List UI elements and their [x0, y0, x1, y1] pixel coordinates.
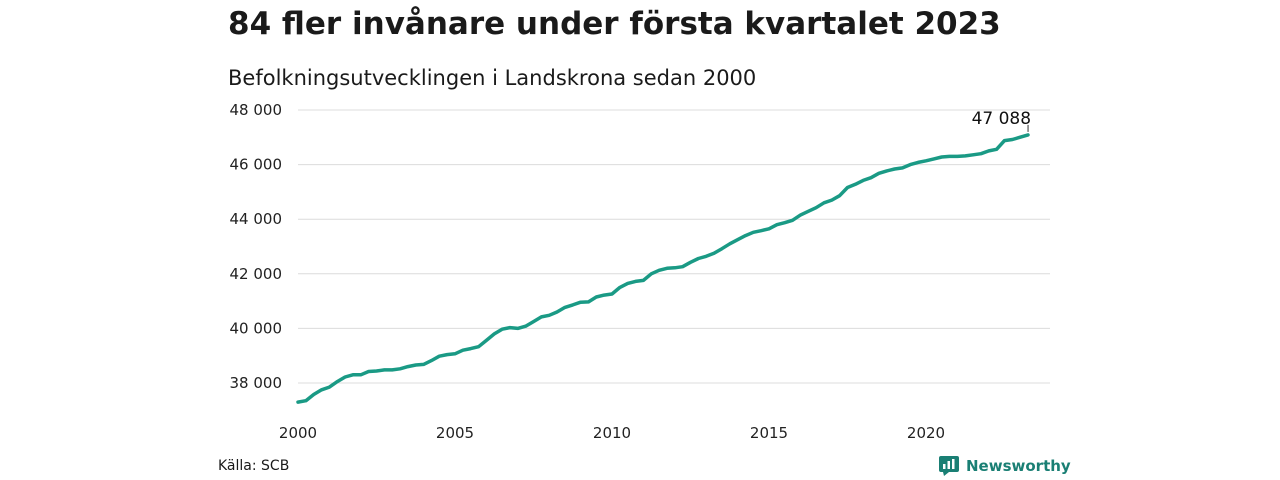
x-tick-label: 2015	[750, 424, 788, 442]
x-tick-label: 2000	[279, 424, 317, 442]
end-value-label: 47 088	[972, 109, 1031, 129]
y-tick-label: 46 000	[230, 156, 283, 174]
y-tick-label: 40 000	[230, 319, 283, 337]
x-tick-label: 2005	[436, 424, 474, 442]
x-axis: 2000 2005 2010 2015 2020	[279, 424, 945, 442]
chart-subtitle: Befolkningsutvecklingen i Landskrona sed…	[228, 66, 757, 90]
chart-bubble-icon	[939, 456, 959, 476]
annotation-layer: 47 088	[972, 109, 1031, 132]
series-layer	[296, 133, 1030, 404]
y-tick-label: 38 000	[230, 374, 283, 392]
grid-layer	[298, 109, 1050, 384]
x-tick-label: 2020	[907, 424, 945, 442]
y-tick-label: 48 000	[230, 101, 283, 119]
source-note: Källa: SCB	[218, 458, 290, 474]
series-line	[296, 133, 1030, 404]
brand-logo[interactable]: Newsworthy	[938, 455, 1071, 477]
y-axis: 38 000 40 000 42 000 44 000 46 000 48 000	[230, 101, 283, 392]
brand-name: Newsworthy	[966, 457, 1071, 475]
chart-title: 84 fler invånare under första kvartalet …	[228, 6, 1001, 42]
y-tick-label: 44 000	[230, 210, 283, 228]
y-tick-label: 42 000	[230, 265, 283, 283]
x-tick-label: 2010	[593, 424, 631, 442]
